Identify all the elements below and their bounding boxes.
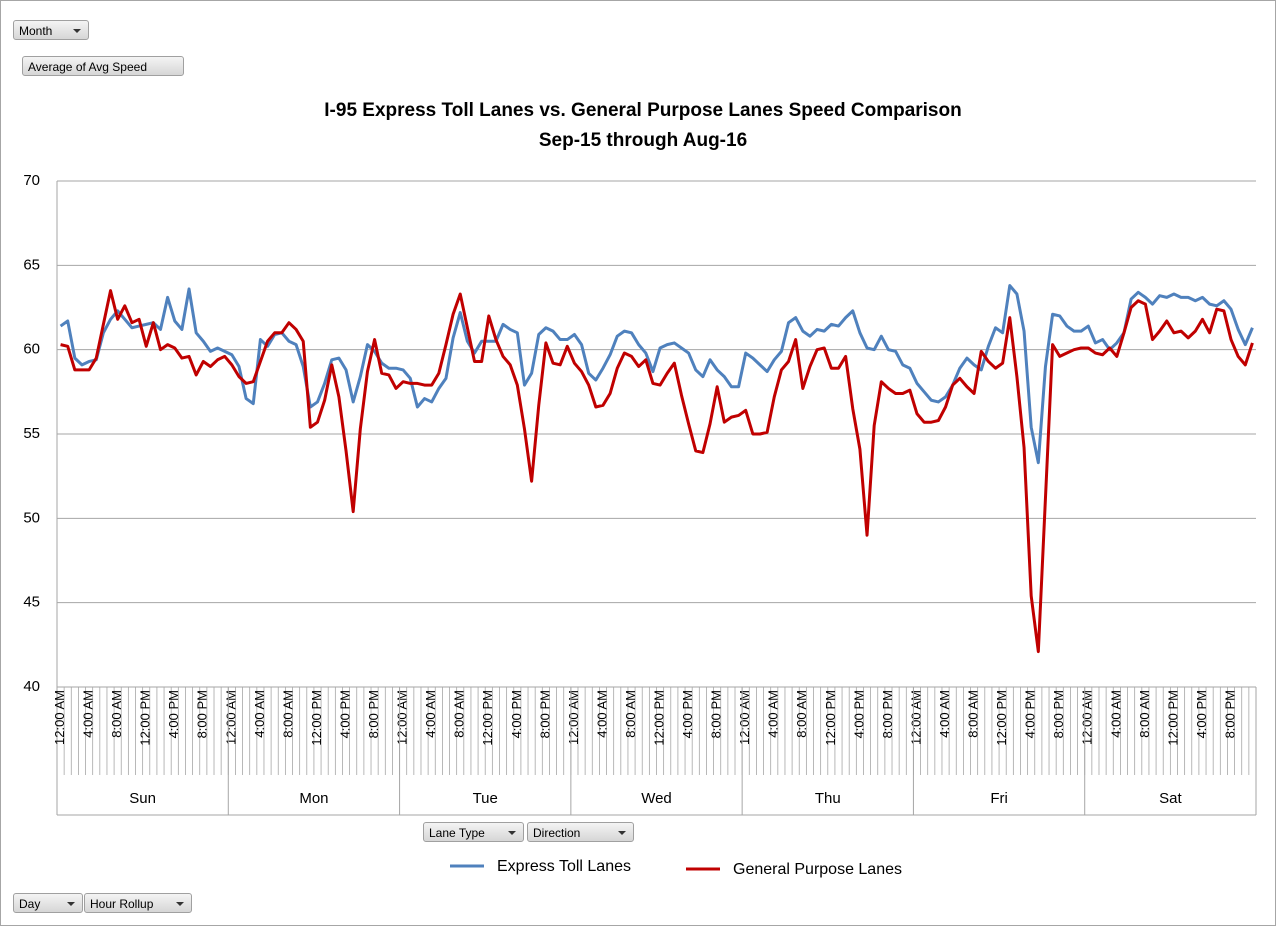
field-button[interactable]: Average of Avg Speed bbox=[22, 56, 184, 76]
series-line bbox=[60, 289, 1254, 654]
field-button[interactable]: Hour Rollup bbox=[84, 893, 192, 913]
group-label: Sun bbox=[129, 790, 156, 807]
x-tick-label: 8:00 PM bbox=[366, 690, 381, 738]
x-tick-label: 12:00 AM bbox=[52, 690, 67, 745]
x-tick-label: 4:00 PM bbox=[166, 690, 181, 738]
group-label: Thu bbox=[815, 790, 841, 807]
x-tick-label: 12:00 AM bbox=[223, 690, 238, 745]
x-tick-label: 4:00 AM bbox=[252, 690, 267, 738]
x-tick-label: 8:00 PM bbox=[1051, 690, 1066, 738]
y-tick-label: 55 bbox=[23, 425, 40, 442]
y-tick-label: 60 bbox=[23, 341, 40, 358]
x-tick-label: 8:00 AM bbox=[1137, 690, 1152, 738]
x-tick-label: 4:00 PM bbox=[337, 690, 352, 738]
x-tick-label: 8:00 AM bbox=[794, 690, 809, 738]
group-label: Mon bbox=[299, 790, 328, 807]
chart-subtitle: Sep-15 through Aug-16 bbox=[539, 130, 747, 151]
x-tick-label: 4:00 AM bbox=[423, 690, 438, 738]
x-tick-label: 8:00 PM bbox=[537, 690, 552, 738]
x-tick-label: 4:00 PM bbox=[509, 690, 524, 738]
x-tick-label: 12:00 AM bbox=[1080, 690, 1095, 745]
x-tick-label: 12:00 AM bbox=[908, 690, 923, 745]
x-tick-label: 8:00 AM bbox=[109, 690, 124, 738]
y-tick-label: 40 bbox=[23, 678, 40, 695]
x-tick-label: 4:00 AM bbox=[81, 690, 96, 738]
x-tick-label: 4:00 PM bbox=[680, 690, 695, 738]
x-tick-label: 4:00 PM bbox=[851, 690, 866, 738]
x-tick-label: 4:00 PM bbox=[1023, 690, 1038, 738]
series-line bbox=[59, 284, 1254, 465]
x-tick-label: 12:00 PM bbox=[652, 690, 667, 746]
x-tick-label: 8:00 PM bbox=[195, 690, 210, 738]
x-tick-label: 8:00 AM bbox=[452, 690, 467, 738]
group-label: Fri bbox=[990, 790, 1008, 807]
x-tick-label: 4:00 PM bbox=[1194, 690, 1209, 738]
y-tick-label: 50 bbox=[23, 509, 40, 526]
legend-label: Express Toll Lanes bbox=[497, 858, 631, 875]
field-button[interactable]: Day bbox=[13, 893, 83, 913]
legend-label: General Purpose Lanes bbox=[733, 861, 902, 878]
group-label: Sat bbox=[1159, 790, 1182, 807]
x-tick-label: 8:00 PM bbox=[880, 690, 895, 738]
group-label: Wed bbox=[641, 790, 672, 807]
x-tick-label: 8:00 PM bbox=[1222, 690, 1237, 738]
x-tick-label: 12:00 AM bbox=[566, 690, 581, 745]
x-tick-label: 4:00 AM bbox=[1108, 690, 1123, 738]
y-tick-label: 45 bbox=[23, 594, 40, 611]
x-tick-label: 8:00 PM bbox=[709, 690, 724, 738]
x-tick-label: 12:00 PM bbox=[480, 690, 495, 746]
x-tick-label: 8:00 AM bbox=[966, 690, 981, 738]
x-tick-label: 8:00 AM bbox=[280, 690, 295, 738]
x-tick-label: 8:00 AM bbox=[623, 690, 638, 738]
x-tick-label: 4:00 AM bbox=[594, 690, 609, 738]
x-tick-label: 4:00 AM bbox=[766, 690, 781, 738]
chart-title: I-95 Express Toll Lanes vs. General Purp… bbox=[324, 100, 961, 121]
x-tick-label: 12:00 PM bbox=[138, 690, 153, 746]
y-tick-label: 65 bbox=[23, 256, 40, 273]
x-tick-label: 12:00 PM bbox=[1165, 690, 1180, 746]
field-button[interactable]: Direction bbox=[527, 822, 634, 842]
x-tick-label: 12:00 PM bbox=[994, 690, 1009, 746]
x-tick-label: 12:00 PM bbox=[309, 690, 324, 746]
x-tick-label: 12:00 AM bbox=[737, 690, 752, 745]
x-tick-label: 12:00 AM bbox=[395, 690, 410, 745]
y-tick-label: 70 bbox=[23, 172, 40, 189]
group-label: Tue bbox=[473, 790, 498, 807]
field-button[interactable]: Lane Type bbox=[423, 822, 524, 842]
x-tick-label: 12:00 PM bbox=[823, 690, 838, 746]
x-tick-label: 4:00 AM bbox=[937, 690, 952, 738]
field-button[interactable]: Month bbox=[13, 20, 89, 40]
